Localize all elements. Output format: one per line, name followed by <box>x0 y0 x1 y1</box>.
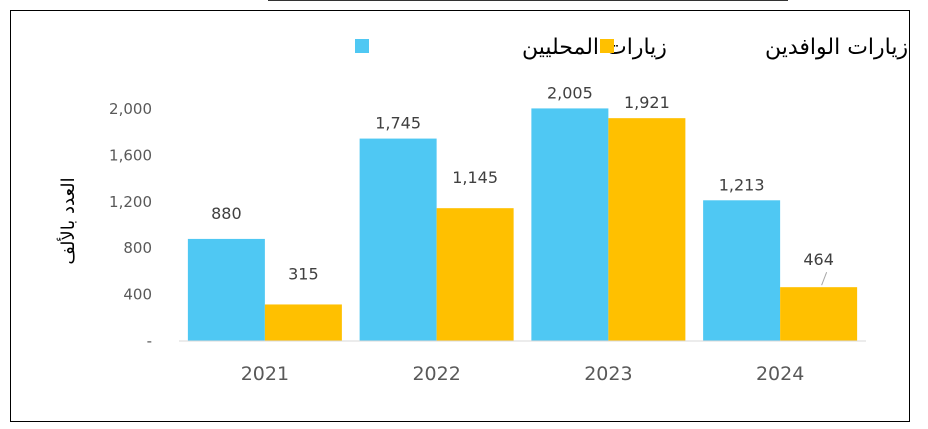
data-label-locals-2024: 1,213 <box>719 175 765 194</box>
x-tick-label: 2022 <box>412 363 460 385</box>
leader-lines <box>821 271 828 286</box>
bars <box>187 108 858 341</box>
x-tick-label: 2021 <box>241 363 289 385</box>
data-label-visitors-2023: 1,921 <box>624 93 670 112</box>
y-tick-label: 400 <box>123 286 152 304</box>
legend-label-locals: زيارات المحليين <box>522 35 667 60</box>
x-axis-labels: 2021 2022 2023 2024 <box>241 363 805 385</box>
data-label-locals-2021: 880 <box>211 204 242 223</box>
y-tick-label: 2,000 <box>109 100 152 118</box>
y-axis-title: العدد بالألف <box>57 177 79 264</box>
data-label-visitors-2021: 315 <box>288 264 319 283</box>
y-tick-label: - <box>147 332 152 350</box>
y-tick-label: 1,200 <box>109 193 152 211</box>
leader-line-visitors-2024 <box>821 271 828 286</box>
bar-chart: زيارات المحليين زيارات الوافدين العدد با… <box>57 35 908 385</box>
data-label-locals-2022: 1,745 <box>375 114 421 133</box>
y-tick-label: 1,600 <box>109 146 152 164</box>
data-label-visitors-2024: 464 <box>803 250 834 269</box>
bar-visitors-2024 <box>780 287 858 341</box>
top-crop-line <box>268 0 788 4</box>
bar-visitors-2021 <box>264 304 342 341</box>
y-tick-label: 800 <box>123 239 152 257</box>
legend-swatch-locals <box>355 39 369 53</box>
bar-visitors-2022 <box>436 208 514 341</box>
data-label-visitors-2022: 1,145 <box>452 168 498 187</box>
legend: زيارات المحليين زيارات الوافدين <box>355 35 908 60</box>
bar-locals-2022 <box>359 138 437 341</box>
legend-swatch-visitors <box>600 39 614 53</box>
data-labels: 880 315 1,745 1,145 2,005 1,921 1,213 464 <box>211 83 834 283</box>
x-tick-label: 2023 <box>584 363 632 385</box>
bar-visitors-2023 <box>608 118 686 341</box>
x-tick-label: 2024 <box>756 363 804 385</box>
bar-locals-2024 <box>703 200 781 341</box>
legend-label-visitors: زيارات الوافدين <box>765 35 908 60</box>
bar-locals-2023 <box>531 108 609 341</box>
data-label-locals-2023: 2,005 <box>547 83 593 102</box>
bar-locals-2021 <box>187 238 265 341</box>
y-axis-ticks: - 400 800 1,200 1,600 2,000 <box>109 100 152 350</box>
chart-frame: زيارات المحليين زيارات الوافدين العدد با… <box>10 10 910 422</box>
